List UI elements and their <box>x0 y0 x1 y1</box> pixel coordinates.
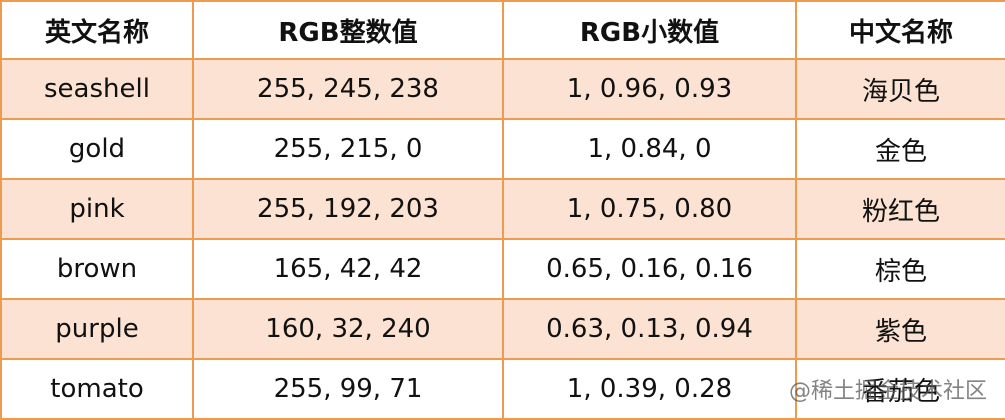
table-cell: 金色 <box>795 118 1005 180</box>
table-cell: 1, 0.39, 0.28 <box>502 358 797 420</box>
table-cell: 255, 99, 71 <box>192 358 504 420</box>
table-cell: 海贝色 <box>795 58 1005 120</box>
table-cell: seashell <box>0 58 194 120</box>
header-row: 英文名称 RGB整数值 RGB小数值 中文名称 <box>0 0 1005 60</box>
table-cell: 160, 32, 240 <box>192 298 504 360</box>
header-cell: 中文名称 <box>795 0 1005 60</box>
header-cell: RGB整数值 <box>192 0 504 60</box>
table-cell: 0.63, 0.13, 0.94 <box>502 298 797 360</box>
table-row: brown 165, 42, 42 0.65, 0.16, 0.16 棕色 <box>0 238 1005 300</box>
table-row: purple 160, 32, 240 0.63, 0.13, 0.94 紫色 <box>0 298 1005 360</box>
table-cell: 165, 42, 42 <box>192 238 504 300</box>
table-cell: gold <box>0 118 194 180</box>
watermark: @稀土掘金技术社区 <box>788 379 987 404</box>
table-cell: tomato <box>0 358 194 420</box>
table-cell: 1, 0.96, 0.93 <box>502 58 797 120</box>
table-row: pink 255, 192, 203 1, 0.75, 0.80 粉红色 <box>0 178 1005 240</box>
header-cell: RGB小数值 <box>502 0 797 60</box>
table-cell: 0.65, 0.16, 0.16 <box>502 238 797 300</box>
table-row: gold 255, 215, 0 1, 0.84, 0 金色 <box>0 118 1005 180</box>
table-cell: 1, 0.75, 0.80 <box>502 178 797 240</box>
table-cell: pink <box>0 178 194 240</box>
table-cell: brown <box>0 238 194 300</box>
table-cell: 1, 0.84, 0 <box>502 118 797 180</box>
table-row: seashell 255, 245, 238 1, 0.96, 0.93 海贝色 <box>0 58 1005 120</box>
header-cell: 英文名称 <box>0 0 194 60</box>
table-cell: 255, 215, 0 <box>192 118 504 180</box>
table-cell: 255, 245, 238 <box>192 58 504 120</box>
table-cell: 紫色 <box>795 298 1005 360</box>
table-cell: purple <box>0 298 194 360</box>
table-cell: 255, 192, 203 <box>192 178 504 240</box>
table-cell: 棕色 <box>795 238 1005 300</box>
table-cell: 粉红色 <box>795 178 1005 240</box>
